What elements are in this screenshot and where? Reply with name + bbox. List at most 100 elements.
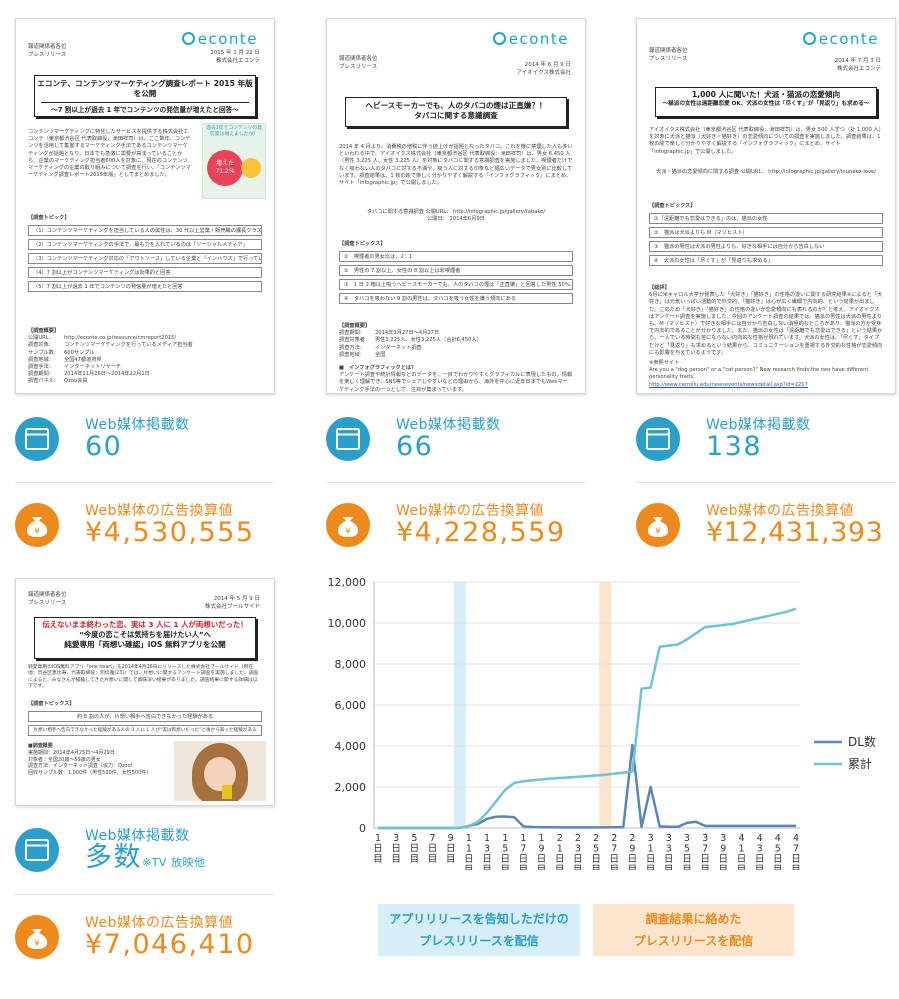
- note-heading: ■ インフォグラフィックとは？: [339, 365, 417, 372]
- press-release-thumbnail-3[interactable]: econte 報道関係者各位 プレスリリース 2014 年 7 月 3 日株式会社…: [636, 18, 896, 394]
- release-date: 2014 年 7 月 3 日: [834, 58, 881, 64]
- brand-name: econte: [508, 30, 569, 48]
- x-tick-label: 1 5 日目: [500, 833, 510, 870]
- ad-value-stat-3: ¥ Web媒体の広告換算値 ¥12,431,393: [636, 503, 898, 551]
- x-tick-label: 1 3 日目: [482, 833, 492, 870]
- ad-value-label: Web媒体の広告換算値: [85, 503, 234, 519]
- overview-section: 【調査概要】 公開URL： http://econte.co.jp/resourc…: [28, 324, 262, 386]
- topic-item: （1）コンテンツマーケティングを担当している人の属性は、30 代以上営業・販売職…: [28, 225, 262, 237]
- release-title-box: ヘビースモーカーでも、人のタバコの煙は正直嫌？！ タバコに関する意識調査: [345, 97, 567, 127]
- overview-key: サンプル数：: [28, 349, 59, 356]
- publish-info: タバコに関する意識調査 公開URL： http://infographic.jp…: [339, 209, 573, 223]
- x-tick-label: 1 1 日目: [464, 833, 474, 870]
- econte-logo-icon: [181, 32, 195, 45]
- x-tick-label: 1 日目: [373, 833, 383, 865]
- browser-window-icon: [15, 828, 59, 872]
- addressee: 報道関係者各位 プレスリリース: [28, 591, 67, 607]
- overview-value: 2014年3月27日〜4月27日: [375, 330, 440, 337]
- web-count-text: 多数: [85, 842, 142, 873]
- topic-item: ① 喫煙者の男女比は、2：1: [339, 251, 573, 263]
- overview-value: 男性3,225人、女性3,225人（合計6,450人）: [375, 337, 482, 344]
- release-title: 1,000 人に聞いた！犬派・猫派の恋愛傾向: [691, 90, 841, 99]
- web-count-value: 60: [85, 431, 123, 462]
- publish-url: タバコに関する意識調査 公開URL： http://infographic.jp…: [366, 209, 546, 215]
- x-tick-label: 2 7 日目: [610, 833, 620, 870]
- divider: [15, 482, 275, 483]
- x-tick-label: 4 3 日目: [755, 833, 765, 870]
- release-lead: 2014 年 4 月より、消費税の増税に伴う値上げが話題となったタバコ。これを機…: [339, 144, 573, 187]
- web-count-label: Web媒体掲載数: [85, 417, 190, 433]
- reference-link[interactable]: http://www.carrollu.edu/newsevents/newsd…: [649, 381, 808, 388]
- y-tick-label: 12,000: [328, 576, 367, 589]
- topic-item: （3）コンテンツマーケティング対応の「アウトソース」している企業と「インハウス」…: [28, 253, 262, 265]
- divider: [636, 482, 896, 483]
- callout-line: プレスリリースを配信: [419, 934, 539, 948]
- x-tick-label: 3 1 日目: [646, 833, 656, 870]
- callout-line: 調査結果に絡めた: [645, 912, 742, 926]
- x-tick-label: 7 日目: [428, 833, 438, 865]
- x-tick-label: 9 日目: [446, 833, 456, 865]
- ad-value-amount: ¥7,046,410: [85, 929, 255, 960]
- release-lead: コンテンツマーケティングに特化したサービスを提供する株式会社エコンテ（東京都渋谷…: [28, 129, 191, 179]
- yen-money-bag-icon: ¥: [15, 503, 59, 547]
- summary-text: 6月に米キャロル大学が発表した「犬好き」「猫好き」の性格の違いに関する研究結果※…: [649, 292, 883, 356]
- overview-value: 全国47都道府県: [64, 356, 102, 363]
- econte-logo: econte: [492, 30, 569, 48]
- publish-url: 犬派・猫派の恋愛傾向に関する調査 公開URL： http://infograph…: [656, 169, 876, 175]
- yen-money-bag-icon: ¥: [326, 503, 370, 547]
- release-title-box: エコンテ、コンテンツマーケティング調査レポート 2015 年版を公開 〜7 割以…: [34, 75, 256, 117]
- overview-heading: 【調査概要】: [339, 323, 371, 329]
- release-subtitle: 〜猫派の女性は遠距離恋愛 OK、犬派の女性は「尽くす」が「見返り」も求める〜: [662, 101, 870, 107]
- x-tick-label: 2 1 日目: [555, 833, 565, 870]
- callout-app-release-only: アプリリリースを告知しただけの プレスリリースを配信: [378, 904, 580, 956]
- release-title: 伝えないまま終わった恋、実は 3 人に 1 人が両想いだった！: [42, 620, 248, 629]
- web-count-stat-2: Web媒体掲載数 66: [326, 417, 626, 465]
- addressee: 報道関係者各位 プレスリリース: [339, 55, 378, 71]
- overview-value: 2014年11月26日〜2014年12月1日: [64, 371, 150, 378]
- overview-key: 調査期間：: [28, 371, 54, 378]
- release-meta: 2015 年 1 月 22 日株式会社エコンテ: [210, 49, 260, 65]
- overview-line: 実施期間：2014年4月25日〜4月29日: [28, 749, 115, 756]
- overview-heading: 【調査概要】: [28, 328, 60, 334]
- release-subtitle: “今度の恋こそは気持ちを届けたい人”へ: [79, 630, 211, 639]
- ad-value-stat-2: ¥ Web媒体の広告換算値 ¥4,228,559: [326, 503, 626, 551]
- ad-value-amount: ¥4,228,559: [396, 517, 566, 548]
- y-tick-label: 2,000: [335, 781, 367, 794]
- overview-value: インターネット調査: [375, 344, 422, 351]
- series-line-cumulative: [378, 607, 797, 830]
- topic-item: ③ 猫派の男性は犬派の男性よりも、好きな相手には自分から告白しない: [649, 241, 883, 253]
- release-title-box: 伝えないまま終わった恋、実は 3 人に 1 人が両想いだった！ “今度の恋こそは…: [34, 617, 256, 659]
- overview-key: 調査対象：: [28, 342, 54, 349]
- ad-value-amount: ¥12,431,393: [706, 517, 884, 548]
- yen-money-bag-icon: ¥: [15, 915, 59, 959]
- topics-section: 【調査トピックス】 ① 喫煙者の男女比は、2：1 ② 男性の 7 割以上、女性の…: [339, 237, 573, 305]
- browser-window-icon: [326, 417, 370, 461]
- callout-line: プレスリリースを配信: [633, 934, 754, 948]
- overview-value: Qzoo会員: [64, 378, 88, 385]
- overview-key: 調査地域：: [28, 356, 54, 363]
- topic-item: ④ 犬派の女性は「尽くす」が「見返りも求める」: [649, 255, 883, 267]
- reference-heading: ※参照サイト: [649, 360, 680, 367]
- addressee-text: 報道関係者各位: [649, 48, 688, 54]
- press-release-thumbnail-1[interactable]: econte 報道関係者各位 プレスリリース 2015 年 1 月 22 日株式会…: [15, 18, 275, 394]
- release-kind: プレスリリース: [28, 52, 67, 58]
- press-release-thumbnail-4[interactable]: 報道関係者各位 プレスリリース 2014 年 5 月 9 日株式会社ブールサイド …: [15, 578, 275, 806]
- release-date: 2014 年 6 月 9 日: [524, 62, 571, 68]
- press-release-thumbnail-2[interactable]: econte 報道関係者各位 プレスリリース 2014 年 6 月 9 日アイオイ…: [326, 18, 586, 394]
- y-tick-label: 6,000: [335, 699, 367, 712]
- x-tick-label: 4 7 日目: [791, 833, 801, 870]
- web-count-stat-3: Web媒体掲載数 138: [636, 417, 896, 465]
- web-count-stat-4: Web媒体掲載数 多数※TV 放映他: [15, 828, 315, 876]
- topic-item: （4）7 割以上がコンテンツマーケティングは効果的と回答: [28, 267, 262, 279]
- topics-heading: 【調査トピックス】: [339, 241, 386, 247]
- overview-value: 600サンプル: [64, 349, 95, 356]
- x-tick-label: 3 3 日目: [664, 833, 674, 870]
- topic-item: ② 男性の 7 割以上、女性の 8 割以上は非喫煙者: [339, 265, 573, 277]
- addressee-text: 報道関係者各位: [28, 44, 67, 50]
- overview-value: インターネットリサーチ: [64, 364, 122, 371]
- econte-logo-icon: [492, 32, 506, 45]
- topics-section: 【調査トピックス】 ①「遠距離でも恋愛はできる」のは、猫派の女性 ② 猫派は犬派…: [649, 199, 883, 267]
- overview-key: 調査パネル：: [28, 378, 60, 385]
- overview-value: http://econte.co.jp/resource/cmreport201…: [64, 335, 177, 342]
- web-count-stat-1: Web媒体掲載数 60: [15, 417, 315, 465]
